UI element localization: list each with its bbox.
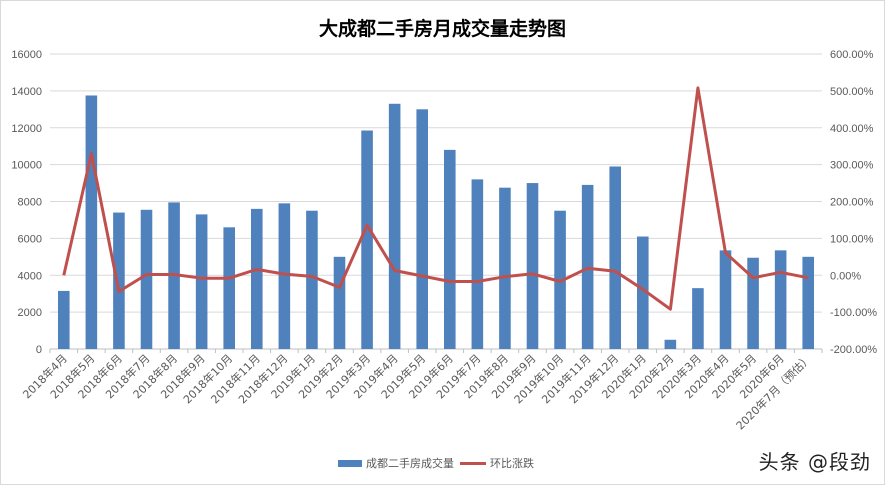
- bar: [250, 208, 263, 349]
- y-left-tick: 0: [36, 344, 42, 356]
- bar: [526, 183, 539, 349]
- y-left-tick: 10000: [11, 160, 42, 172]
- bar: [140, 209, 153, 349]
- bar: [195, 214, 208, 349]
- bar: [416, 109, 429, 349]
- bar: [774, 250, 787, 349]
- bar: [333, 256, 346, 349]
- y-left-tick: 4000: [18, 270, 42, 282]
- bar: [636, 236, 649, 349]
- chart-legend: 成都二手房成交量 环比涨跌: [338, 455, 534, 471]
- bar: [113, 212, 125, 349]
- bar: [719, 250, 732, 349]
- y-right-tick: 200.00%: [830, 197, 874, 209]
- bar: [388, 103, 401, 349]
- y-left-tick: 6000: [18, 233, 42, 245]
- legend-bar-swatch: [338, 459, 362, 467]
- bar: [692, 288, 704, 349]
- y-left-tick: 16000: [11, 49, 42, 61]
- bar: [443, 149, 456, 349]
- y-right-tick: 400.00%: [830, 123, 874, 135]
- legend-bar-label: 成都二手房成交量: [366, 457, 454, 470]
- bar: [747, 257, 759, 349]
- y-right-tick: 100.00%: [830, 233, 874, 245]
- bar: [223, 227, 236, 349]
- y-right-tick: -100.00%: [830, 307, 877, 319]
- y-left-tick: 12000: [11, 123, 42, 135]
- bar: [278, 203, 291, 349]
- mom-change-line: [62, 86, 809, 311]
- bar: [85, 95, 98, 349]
- bar: [306, 210, 318, 349]
- y-right-tick: 300.00%: [830, 160, 874, 172]
- bar: [361, 130, 373, 349]
- legend-line-label: 环比涨跌: [490, 457, 534, 470]
- watermark: 头条 @段劲: [758, 450, 871, 474]
- bar: [802, 256, 815, 349]
- y-right-tick: 600.00%: [830, 49, 874, 61]
- y-left-tick: 2000: [18, 307, 42, 319]
- y-left-tick: 8000: [18, 197, 42, 209]
- bar: [609, 166, 622, 349]
- chart-title: 大成都二手房月成交量走势图: [318, 18, 566, 40]
- bar: [664, 339, 677, 349]
- y-right-tick: 0.00%: [830, 270, 861, 282]
- bar: [499, 187, 511, 349]
- y-right-tick: 500.00%: [830, 86, 874, 98]
- bar: [57, 290, 70, 349]
- y-left-tick: 14000: [11, 86, 42, 98]
- bar: [471, 179, 484, 349]
- y-right-tick: -200.00%: [830, 344, 877, 356]
- legend-line-swatch: [460, 461, 486, 465]
